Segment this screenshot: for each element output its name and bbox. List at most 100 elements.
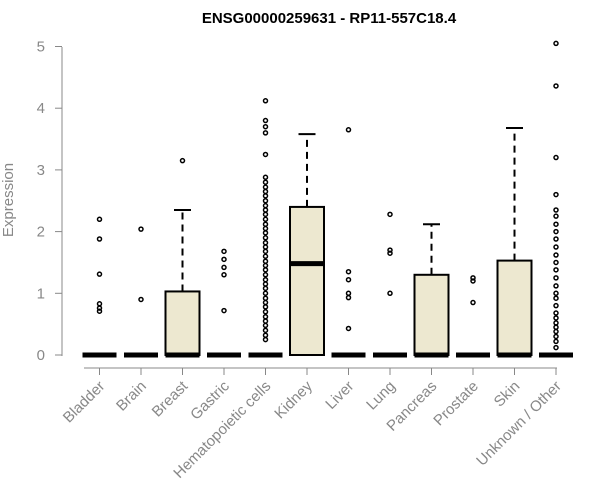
outlier-point bbox=[553, 221, 559, 227]
outlier-point bbox=[262, 117, 269, 124]
outlier-point bbox=[553, 344, 559, 351]
box-group bbox=[539, 40, 573, 358]
outlier-point bbox=[553, 295, 559, 301]
outlier-point bbox=[262, 123, 269, 130]
y-tick-label: 1 bbox=[37, 285, 45, 302]
outlier-point bbox=[262, 230, 269, 236]
outlier-point bbox=[553, 83, 559, 89]
box bbox=[164, 290, 201, 357]
outlier-point bbox=[262, 98, 269, 104]
outlier-point bbox=[262, 322, 269, 329]
outlier-point bbox=[96, 271, 103, 277]
outlier-point bbox=[262, 225, 269, 232]
y-tick-label: 4 bbox=[37, 100, 45, 117]
outlier-point bbox=[221, 264, 227, 271]
outlier-point bbox=[345, 127, 352, 133]
x-tick-label: Prostate bbox=[430, 378, 482, 430]
outlier-point bbox=[96, 301, 103, 307]
outlier-point bbox=[262, 267, 269, 273]
outlier-point bbox=[262, 130, 269, 136]
outlier-point bbox=[262, 239, 269, 246]
box-group bbox=[413, 223, 450, 358]
outlier-point bbox=[553, 283, 559, 289]
box-group bbox=[331, 127, 366, 358]
outlier-point bbox=[345, 276, 352, 283]
outlier-point bbox=[553, 207, 559, 213]
box-series bbox=[82, 40, 573, 358]
x-tick-label: Breast bbox=[149, 377, 192, 420]
x-tick-label: Brain bbox=[113, 378, 150, 415]
x-tick-label: Bladder bbox=[60, 378, 109, 427]
chart-title: ENSG00000259631 - RP11-557C18.4 bbox=[202, 10, 457, 27]
outlier-point bbox=[221, 256, 227, 263]
outlier-point bbox=[553, 315, 559, 321]
x-tick-label: Skin bbox=[491, 378, 524, 411]
outlier-point bbox=[96, 236, 103, 242]
box-group bbox=[207, 248, 241, 358]
box-group bbox=[248, 98, 283, 358]
outlier-point bbox=[262, 276, 269, 283]
outlier-point bbox=[262, 285, 269, 292]
outlier-point bbox=[262, 309, 269, 315]
outlier-point bbox=[262, 198, 269, 204]
outlier-point bbox=[262, 262, 269, 269]
outlier-point bbox=[553, 333, 559, 340]
box-group bbox=[289, 133, 325, 356]
outlier-point bbox=[553, 259, 559, 266]
outlier-point bbox=[262, 188, 269, 195]
box-group bbox=[373, 211, 407, 358]
outlier-point bbox=[553, 244, 559, 250]
outlier-point bbox=[262, 253, 269, 260]
outlier-point bbox=[470, 275, 476, 281]
outlier-point bbox=[262, 202, 269, 209]
outlier-point bbox=[262, 272, 269, 278]
outlier-point bbox=[553, 154, 559, 161]
y-tick-label: 5 bbox=[37, 39, 45, 56]
outlier-point bbox=[262, 304, 269, 310]
outlier-point bbox=[553, 213, 559, 219]
y-tick-label: 0 bbox=[37, 347, 45, 364]
outlier-point bbox=[553, 191, 559, 198]
outlier-point bbox=[138, 226, 144, 232]
outlier-point bbox=[470, 299, 476, 306]
outlier-point bbox=[553, 338, 559, 345]
outlier-point bbox=[262, 258, 269, 264]
y-axis-label: Expression bbox=[0, 163, 17, 237]
outlier-point bbox=[553, 310, 559, 316]
outlier-point bbox=[262, 295, 269, 301]
outlier-point bbox=[345, 268, 352, 275]
y-tick-label: 3 bbox=[37, 162, 45, 179]
box-group bbox=[496, 126, 533, 358]
outlier-point bbox=[96, 216, 103, 223]
box-group bbox=[124, 226, 158, 358]
box-group bbox=[164, 157, 201, 358]
outlier-point bbox=[262, 318, 269, 324]
outlier-point bbox=[221, 307, 227, 314]
outlier-point bbox=[345, 325, 352, 332]
outlier-point bbox=[262, 221, 269, 227]
outlier-point bbox=[262, 281, 269, 287]
outlier-point bbox=[470, 278, 476, 284]
outlier-point bbox=[262, 313, 269, 320]
outlier-point bbox=[262, 299, 269, 306]
outlier-point bbox=[262, 211, 269, 218]
outlier-point bbox=[387, 290, 393, 297]
outlier-point bbox=[553, 290, 559, 297]
outlier-point bbox=[553, 228, 559, 235]
outlier-point bbox=[96, 305, 103, 311]
outlier-point bbox=[387, 250, 393, 256]
outlier-point bbox=[262, 290, 269, 297]
outlier-point bbox=[553, 328, 559, 335]
outlier-point bbox=[553, 236, 559, 242]
outlier-point bbox=[179, 157, 186, 164]
outlier-point bbox=[262, 248, 269, 255]
outlier-point bbox=[553, 40, 559, 47]
outlier-point bbox=[262, 235, 269, 241]
outlier-point bbox=[262, 336, 269, 343]
x-tick-label: Kidney bbox=[271, 377, 316, 422]
outlier-point bbox=[96, 308, 103, 314]
outlier-point bbox=[553, 302, 559, 309]
outlier-point bbox=[553, 267, 559, 273]
